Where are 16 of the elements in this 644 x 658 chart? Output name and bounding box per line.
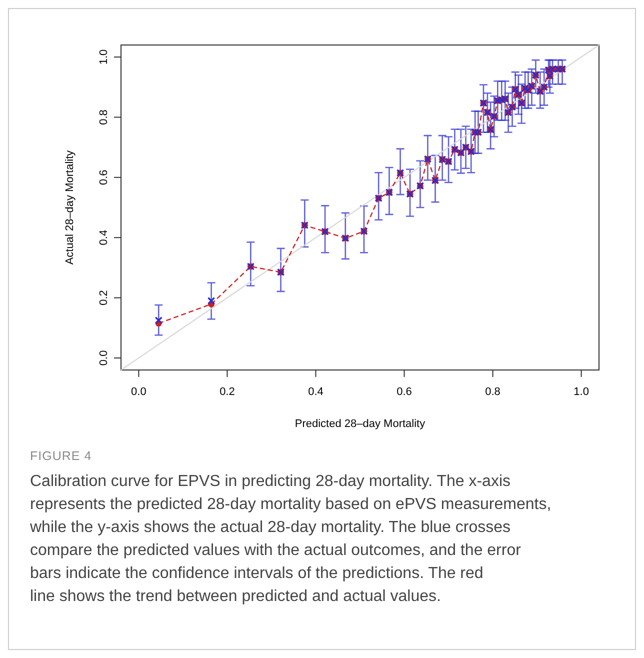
x-axis-title: Predicted 28–day Mortality xyxy=(294,418,426,430)
y-tick-label: 0.6 xyxy=(98,170,110,186)
y-tick-label: 0.0 xyxy=(98,350,110,366)
y-tick-label: 0.8 xyxy=(98,110,110,125)
y-axis-title: Actual 28–day Mortality xyxy=(64,150,76,265)
x-tick-label: 0.0 xyxy=(131,386,146,398)
text: Calibration curve for EPVS in predicting 28-day mortality. The x-axis represents the predicted 28-day mortality based on ePVS measurements, while the y-axis shows the actual 28-day mortality. The blue crosses compare the predicted values with the actual outcomes, and the error bars indicate the confidence intervals of the predictions. The red line shows the trend between predicted and actual values. xyxy=(29,473,552,605)
x-tick-label: 0.4 xyxy=(308,386,324,398)
x-tick-label: 1.0 xyxy=(574,386,589,398)
x-tick-label: 0.2 xyxy=(220,386,235,398)
x-tick-label: 0.8 xyxy=(485,386,500,398)
caption: FIGURE 4 xyxy=(30,449,92,463)
y-tick-label: 1.0 xyxy=(98,49,110,65)
y-tick-label: 0.4 xyxy=(98,230,110,246)
y-tick-label: 0.2 xyxy=(98,290,110,306)
x-tick-label: 0.6 xyxy=(396,386,412,398)
